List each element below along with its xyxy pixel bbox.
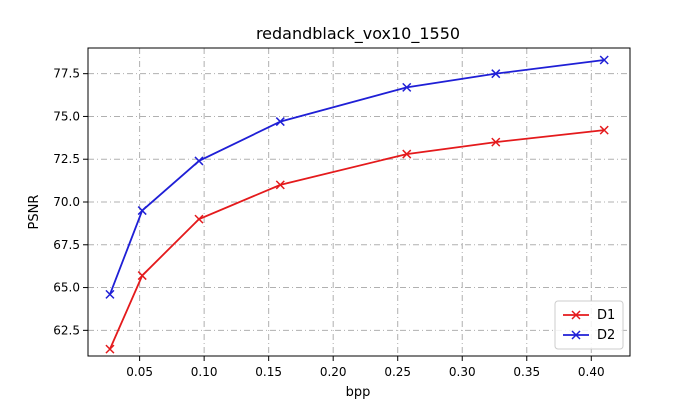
marker-stroke — [137, 271, 147, 281]
data-point-d1 — [194, 214, 204, 224]
data-point-d2 — [402, 82, 412, 92]
x-tick-label: 0.25 — [384, 365, 411, 379]
legend-box — [554, 300, 624, 350]
legend-label: D1 — [597, 308, 615, 323]
x-tick-label: 0.30 — [449, 365, 476, 379]
legend-item-d1: D1 — [563, 308, 615, 323]
chart-title: redandblack_vox10_1550 — [256, 24, 460, 44]
y-tick-label: 75.0 — [53, 109, 80, 123]
data-point-d1 — [491, 137, 501, 147]
x-tick-label: 0.20 — [320, 365, 347, 379]
marker-stroke — [137, 206, 147, 216]
data-point-d1 — [137, 271, 147, 281]
y-axis-title: PSNR — [27, 195, 42, 230]
marker-stroke — [599, 55, 609, 65]
data-point-d1 — [599, 125, 609, 135]
marker-stroke — [599, 125, 609, 135]
marker-stroke — [275, 180, 285, 190]
legend-label: D2 — [597, 328, 615, 343]
data-point-d1 — [105, 344, 115, 354]
y-tick-label: 70.0 — [53, 195, 80, 209]
marker-stroke — [491, 137, 501, 147]
axes: 0.05 0.10 0.15 0.20 0.25 0.30 0.35 0.40 62.5 65.0… — [53, 47, 631, 379]
y-tick-label: 77.5 — [53, 67, 80, 81]
x-tick-label: 0.05 — [126, 365, 153, 379]
x-tick-label: 0.40 — [578, 365, 605, 379]
x-tick-label: 0.15 — [255, 365, 282, 379]
y-tick-label: 65.0 — [53, 281, 80, 295]
x-tick-label: 0.10 — [191, 365, 218, 379]
y-tick-label: 67.5 — [53, 238, 80, 252]
marker-stroke — [402, 149, 412, 159]
legend-marker — [571, 310, 581, 320]
plot-area — [105, 55, 609, 354]
data-point-d1 — [275, 180, 285, 190]
marker-stroke — [402, 82, 412, 92]
y-tick-label: 72.5 — [53, 152, 80, 166]
data-point-d2 — [599, 55, 609, 65]
y-tick-label: 62.5 — [53, 323, 80, 337]
legend-marker — [571, 330, 581, 340]
marker-stroke — [105, 344, 115, 354]
marker-stroke — [194, 214, 204, 224]
marker-stroke — [194, 156, 204, 166]
data-point-d2 — [491, 69, 501, 79]
x-tick-label: 0.35 — [513, 365, 540, 379]
data-point-d2 — [105, 289, 115, 299]
marker-stroke — [275, 117, 285, 127]
data-point-d2 — [275, 117, 285, 127]
marker-stroke — [491, 69, 501, 79]
data-point-d2 — [137, 206, 147, 216]
marker-stroke — [105, 289, 115, 299]
x-axis-title: bpp — [346, 385, 371, 400]
data-point-d1 — [402, 149, 412, 159]
legend-item-d2: D2 — [563, 328, 615, 343]
data-point-d2 — [194, 156, 204, 166]
